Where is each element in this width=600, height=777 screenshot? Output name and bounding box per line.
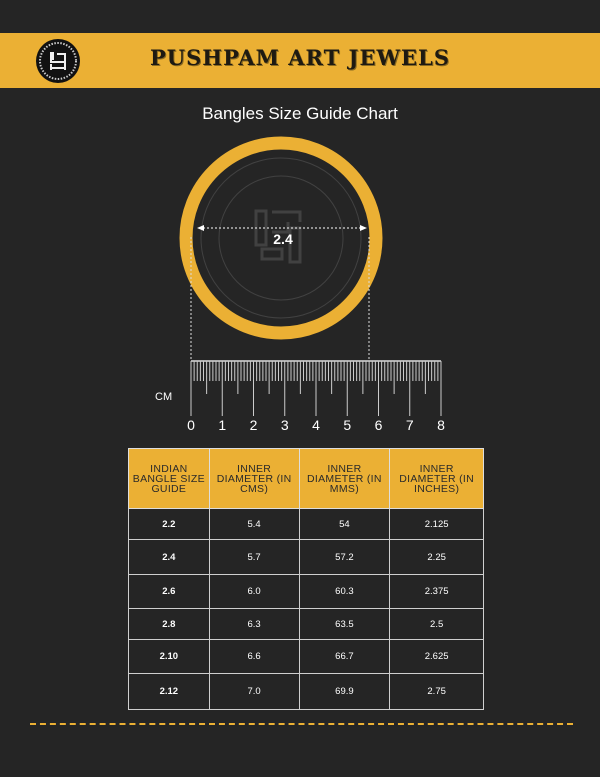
dashed-divider xyxy=(30,723,573,725)
table-cell: 2.10 xyxy=(128,639,210,674)
table-row: 2.12 7.0 69.9 2.75 xyxy=(128,673,484,710)
ruler-tick-label: 7 xyxy=(406,417,414,433)
ruler-tick-label: 1 xyxy=(218,417,226,433)
table-header-row: INDIAN BANGLE SIZE GUIDE INNER DIAMETER (… xyxy=(128,448,484,509)
ruler-tick-label: 4 xyxy=(312,417,320,433)
emblem-watermark xyxy=(200,157,362,319)
column-header: INDIAN BANGLE SIZE GUIDE xyxy=(128,448,210,509)
column-header: INNER DIAMETER (IN CMS) xyxy=(208,448,300,509)
table-cell: 2.25 xyxy=(389,539,484,575)
table-cell: 66.7 xyxy=(298,639,391,674)
table-cell: 2.75 xyxy=(389,673,484,710)
table-cell: 5.4 xyxy=(208,508,300,540)
table-row: 2.8 6.3 63.5 2.5 xyxy=(128,608,484,640)
table-row: 2.6 6.0 60.3 2.375 xyxy=(128,574,484,609)
column-header: INNER DIAMETER (IN INCHES) xyxy=(389,448,484,509)
unit-label: CM xyxy=(155,391,172,403)
table-cell: 54 xyxy=(298,508,391,540)
ruler-tick-label: 8 xyxy=(437,417,445,433)
ruler-tick-label: 6 xyxy=(375,417,383,433)
table-cell: 5.7 xyxy=(208,539,300,575)
table-row: 2.10 6.6 66.7 2.625 xyxy=(128,639,484,674)
table-cell: 2.6 xyxy=(128,574,210,609)
table-row: 2.4 5.7 57.2 2.25 xyxy=(128,539,484,575)
table-cell: 2.625 xyxy=(389,639,484,674)
bangle-ring xyxy=(179,136,383,340)
header-banner: PUSHPAM ART JEWELS xyxy=(0,33,600,88)
table-cell: 2.5 xyxy=(389,608,484,640)
table-cell: 63.5 xyxy=(298,608,391,640)
column-header: INNER DIAMETER (IN MMS) xyxy=(298,448,391,509)
measure-label: 2.4 xyxy=(273,231,293,247)
ruler-tick-label: 5 xyxy=(343,417,351,433)
table-cell: 60.3 xyxy=(298,574,391,609)
table-row: 2.2 5.4 54 2.125 xyxy=(128,508,484,540)
ruler xyxy=(190,361,442,416)
table-cell: 2.4 xyxy=(128,539,210,575)
ruler-tick-label: 0 xyxy=(187,417,195,433)
table-cell: 2.125 xyxy=(389,508,484,540)
table-cell: 57.2 xyxy=(298,539,391,575)
swastika-emblem-logo xyxy=(36,39,80,83)
table-cell: 2.12 xyxy=(128,673,210,710)
page-subtitle: Bangles Size Guide Chart xyxy=(202,104,398,123)
brand-title: PUSHPAM ART JEWELS xyxy=(149,45,450,70)
size-table: INDIAN BANGLE SIZE GUIDE INNER DIAMETER (… xyxy=(128,448,484,710)
table-cell: 2.375 xyxy=(389,574,484,609)
ruler-tick-label: 2 xyxy=(250,417,258,433)
table-cell: 7.0 xyxy=(208,673,300,710)
ruler-tick-label: 3 xyxy=(281,417,289,433)
table-cell: 2.8 xyxy=(128,608,210,640)
table-cell: 6.0 xyxy=(208,574,300,609)
table-cell: 2.2 xyxy=(128,508,210,540)
table-cell: 6.6 xyxy=(208,639,300,674)
table-cell: 6.3 xyxy=(208,608,300,640)
table-cell: 69.9 xyxy=(298,673,391,710)
bangle-diagram: 2.4 CM 0 1 2 3 4 5 6 7 8 xyxy=(155,136,445,433)
